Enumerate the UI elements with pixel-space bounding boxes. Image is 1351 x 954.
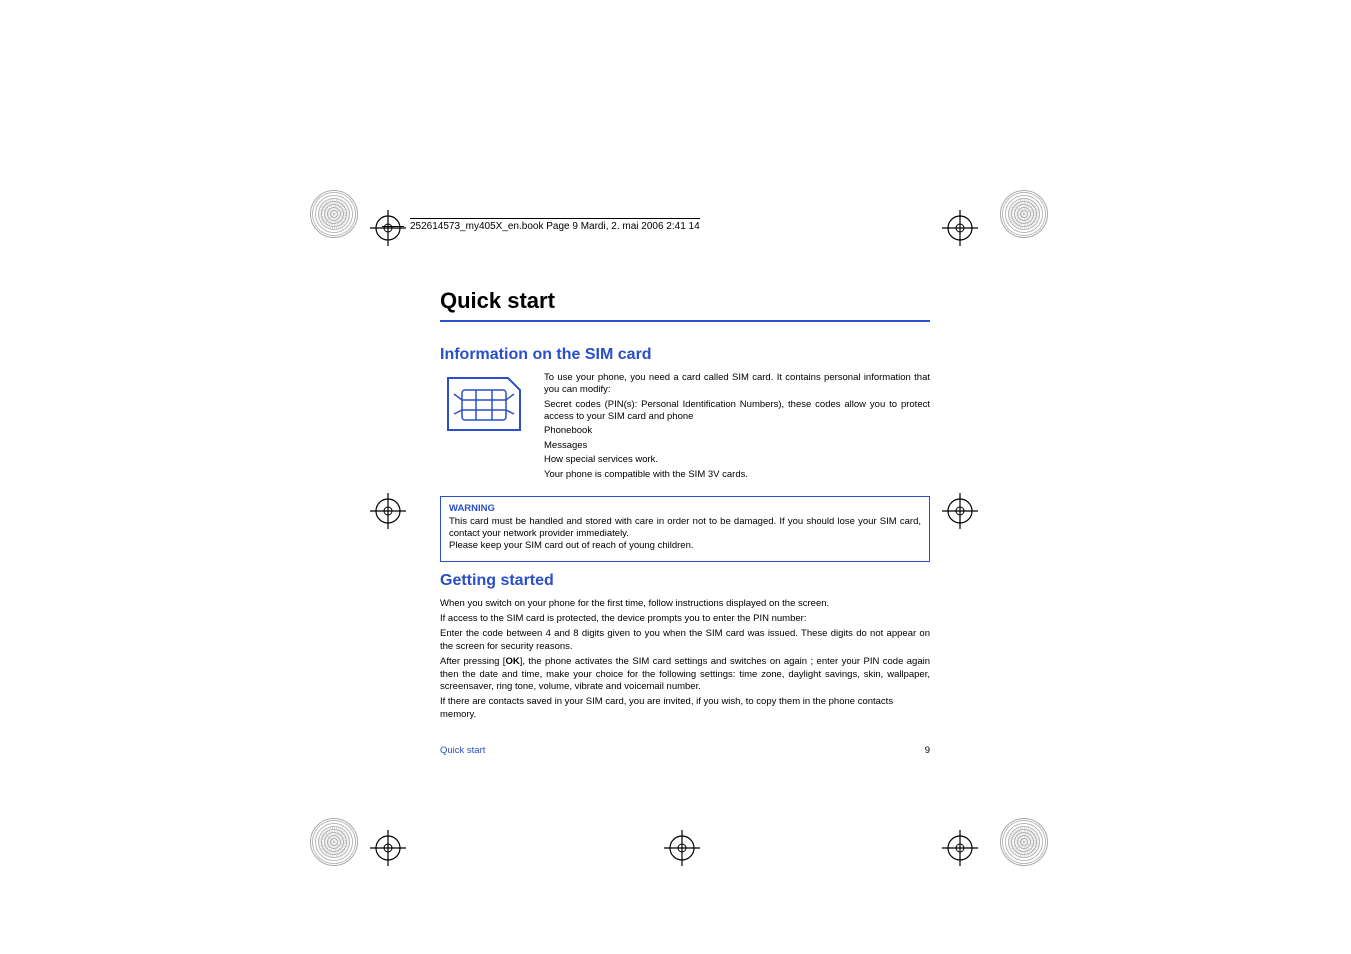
registration-crosshair-icon: [942, 210, 978, 246]
book-info-header: 252614573_my405X_en.book Page 9 Mardi, 2…: [382, 218, 700, 232]
book-info-text: 252614573_my405X_en.book Page 9 Mardi, 2…: [410, 218, 700, 232]
registration-rosette-icon: [1000, 818, 1048, 866]
warning-line1: This card must be handled and stored wit…: [449, 516, 921, 541]
sim-intro: To use your phone, you need a card calle…: [544, 372, 930, 397]
footer-page-number: 9: [925, 745, 930, 756]
registration-rosette-icon: [310, 818, 358, 866]
gs-p4-bold: OK: [505, 656, 519, 667]
gs-p4-pre: After pressing [: [440, 656, 505, 667]
section-title-sim: Information on the SIM card: [440, 346, 930, 364]
sim-card-icon: [440, 372, 526, 482]
gs-p5: If there are contacts saved in your SIM …: [440, 696, 930, 721]
gs-p1: When you switch on your phone for the fi…: [440, 598, 930, 610]
registration-rosette-icon: [1000, 190, 1048, 238]
gs-p3: Enter the code between 4 and 8 digits gi…: [440, 628, 930, 653]
registration-crosshair-icon: [942, 493, 978, 529]
page-content: Quick start Information on the SIM card: [440, 288, 930, 724]
sim-item: Secret codes (PIN(s): Personal Identific…: [544, 399, 930, 424]
section-title-getting-started: Getting started: [440, 572, 930, 590]
gs-p4: After pressing [OK], the phone activates…: [440, 656, 930, 693]
chapter-rule: [440, 320, 930, 322]
sim-info-row: To use your phone, you need a card calle…: [440, 372, 930, 482]
warning-label: WARNING: [449, 503, 921, 514]
sim-items: Secret codes (PIN(s): Personal Identific…: [544, 399, 930, 467]
warning-line2: Please keep your SIM card out of reach o…: [449, 540, 921, 552]
sim-item: Messages: [544, 440, 930, 452]
sim-item: How special services work.: [544, 454, 930, 466]
footer-left: Quick start: [440, 745, 485, 756]
gs-p2: If access to the SIM card is protected, …: [440, 613, 930, 625]
page-footer: Quick start 9: [440, 745, 930, 756]
chapter-title: Quick start: [440, 288, 930, 314]
registration-crosshair-icon: [370, 830, 406, 866]
registration-crosshair-icon: [370, 493, 406, 529]
registration-crosshair-icon: [370, 210, 406, 246]
sim-item: Phonebook: [544, 425, 930, 437]
registration-crosshair-icon: [664, 830, 700, 866]
registration-rosette-icon: [310, 190, 358, 238]
sim-compat: Your phone is compatible with the SIM 3V…: [544, 469, 930, 481]
warning-box: WARNING This card must be handled and st…: [440, 496, 930, 562]
registration-crosshair-icon: [942, 830, 978, 866]
